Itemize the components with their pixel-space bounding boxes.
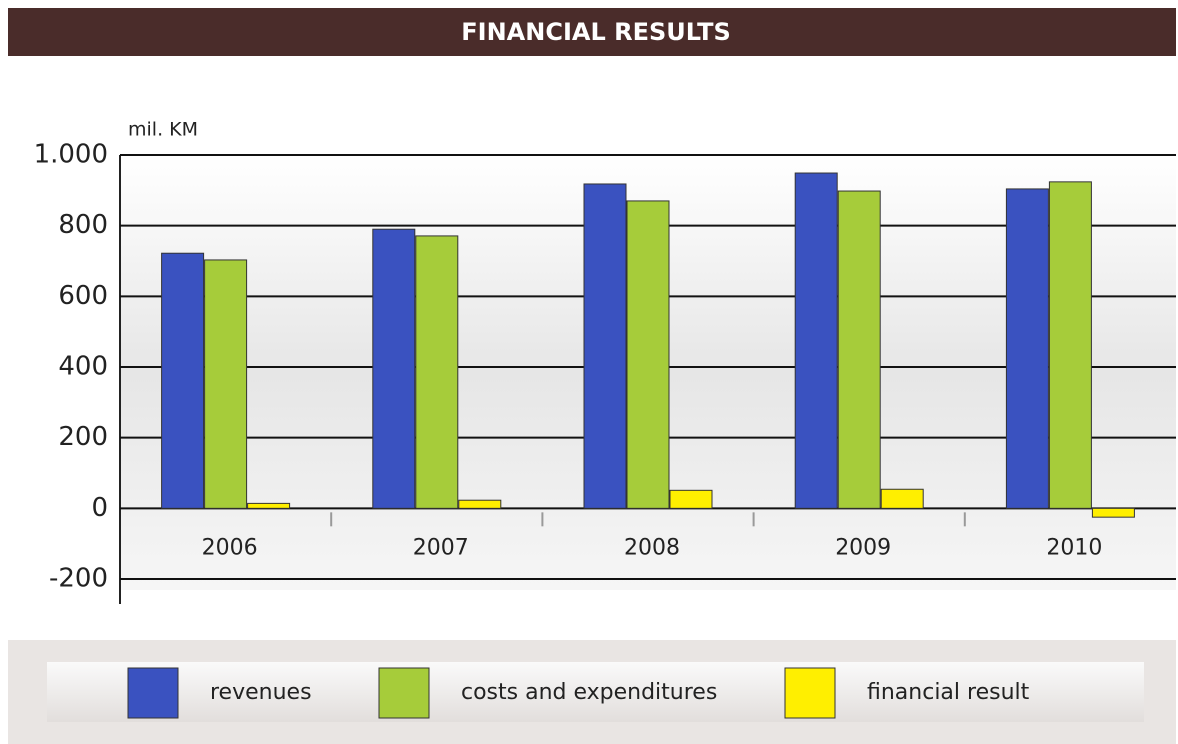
bar	[626, 200, 670, 509]
bar	[372, 228, 416, 509]
bar	[794, 172, 838, 509]
chart-title: FINANCIAL RESULTS	[461, 18, 730, 46]
x-tick-label: 2008	[624, 535, 680, 560]
legend-label: financial result	[867, 680, 1030, 705]
legend-box	[47, 662, 1144, 722]
bar	[1005, 188, 1049, 509]
y-tick-label: 600	[58, 281, 108, 311]
bar	[1048, 181, 1092, 509]
legend-swatch	[378, 667, 430, 719]
bar	[161, 252, 205, 509]
x-tick-label: 2007	[413, 535, 469, 560]
bar	[880, 488, 924, 509]
bar	[415, 235, 459, 509]
bar	[1091, 507, 1135, 518]
y-tick-label: -200	[49, 564, 108, 594]
legend-label: revenues	[210, 680, 312, 705]
x-tick-label: 2010	[1046, 535, 1102, 560]
bar	[247, 502, 291, 509]
y-tick-label: 400	[58, 352, 108, 382]
bar	[837, 190, 881, 509]
y-tick-label: 800	[58, 210, 108, 240]
bar	[583, 183, 627, 509]
legend-swatch	[784, 667, 836, 719]
axis-unit: mil. KM	[128, 119, 198, 141]
bar	[204, 259, 248, 509]
y-tick-label: 0	[91, 493, 108, 523]
x-tick-label: 2006	[202, 535, 258, 560]
x-tick-label: 2009	[835, 535, 891, 560]
legend-label: costs and expenditures	[461, 680, 717, 705]
bar	[669, 489, 713, 509]
bar	[458, 499, 502, 509]
title-bar	[8, 8, 1176, 56]
y-tick-label: 200	[58, 422, 108, 452]
y-tick-label: 1.000	[34, 140, 108, 170]
legend-swatch	[127, 667, 179, 719]
